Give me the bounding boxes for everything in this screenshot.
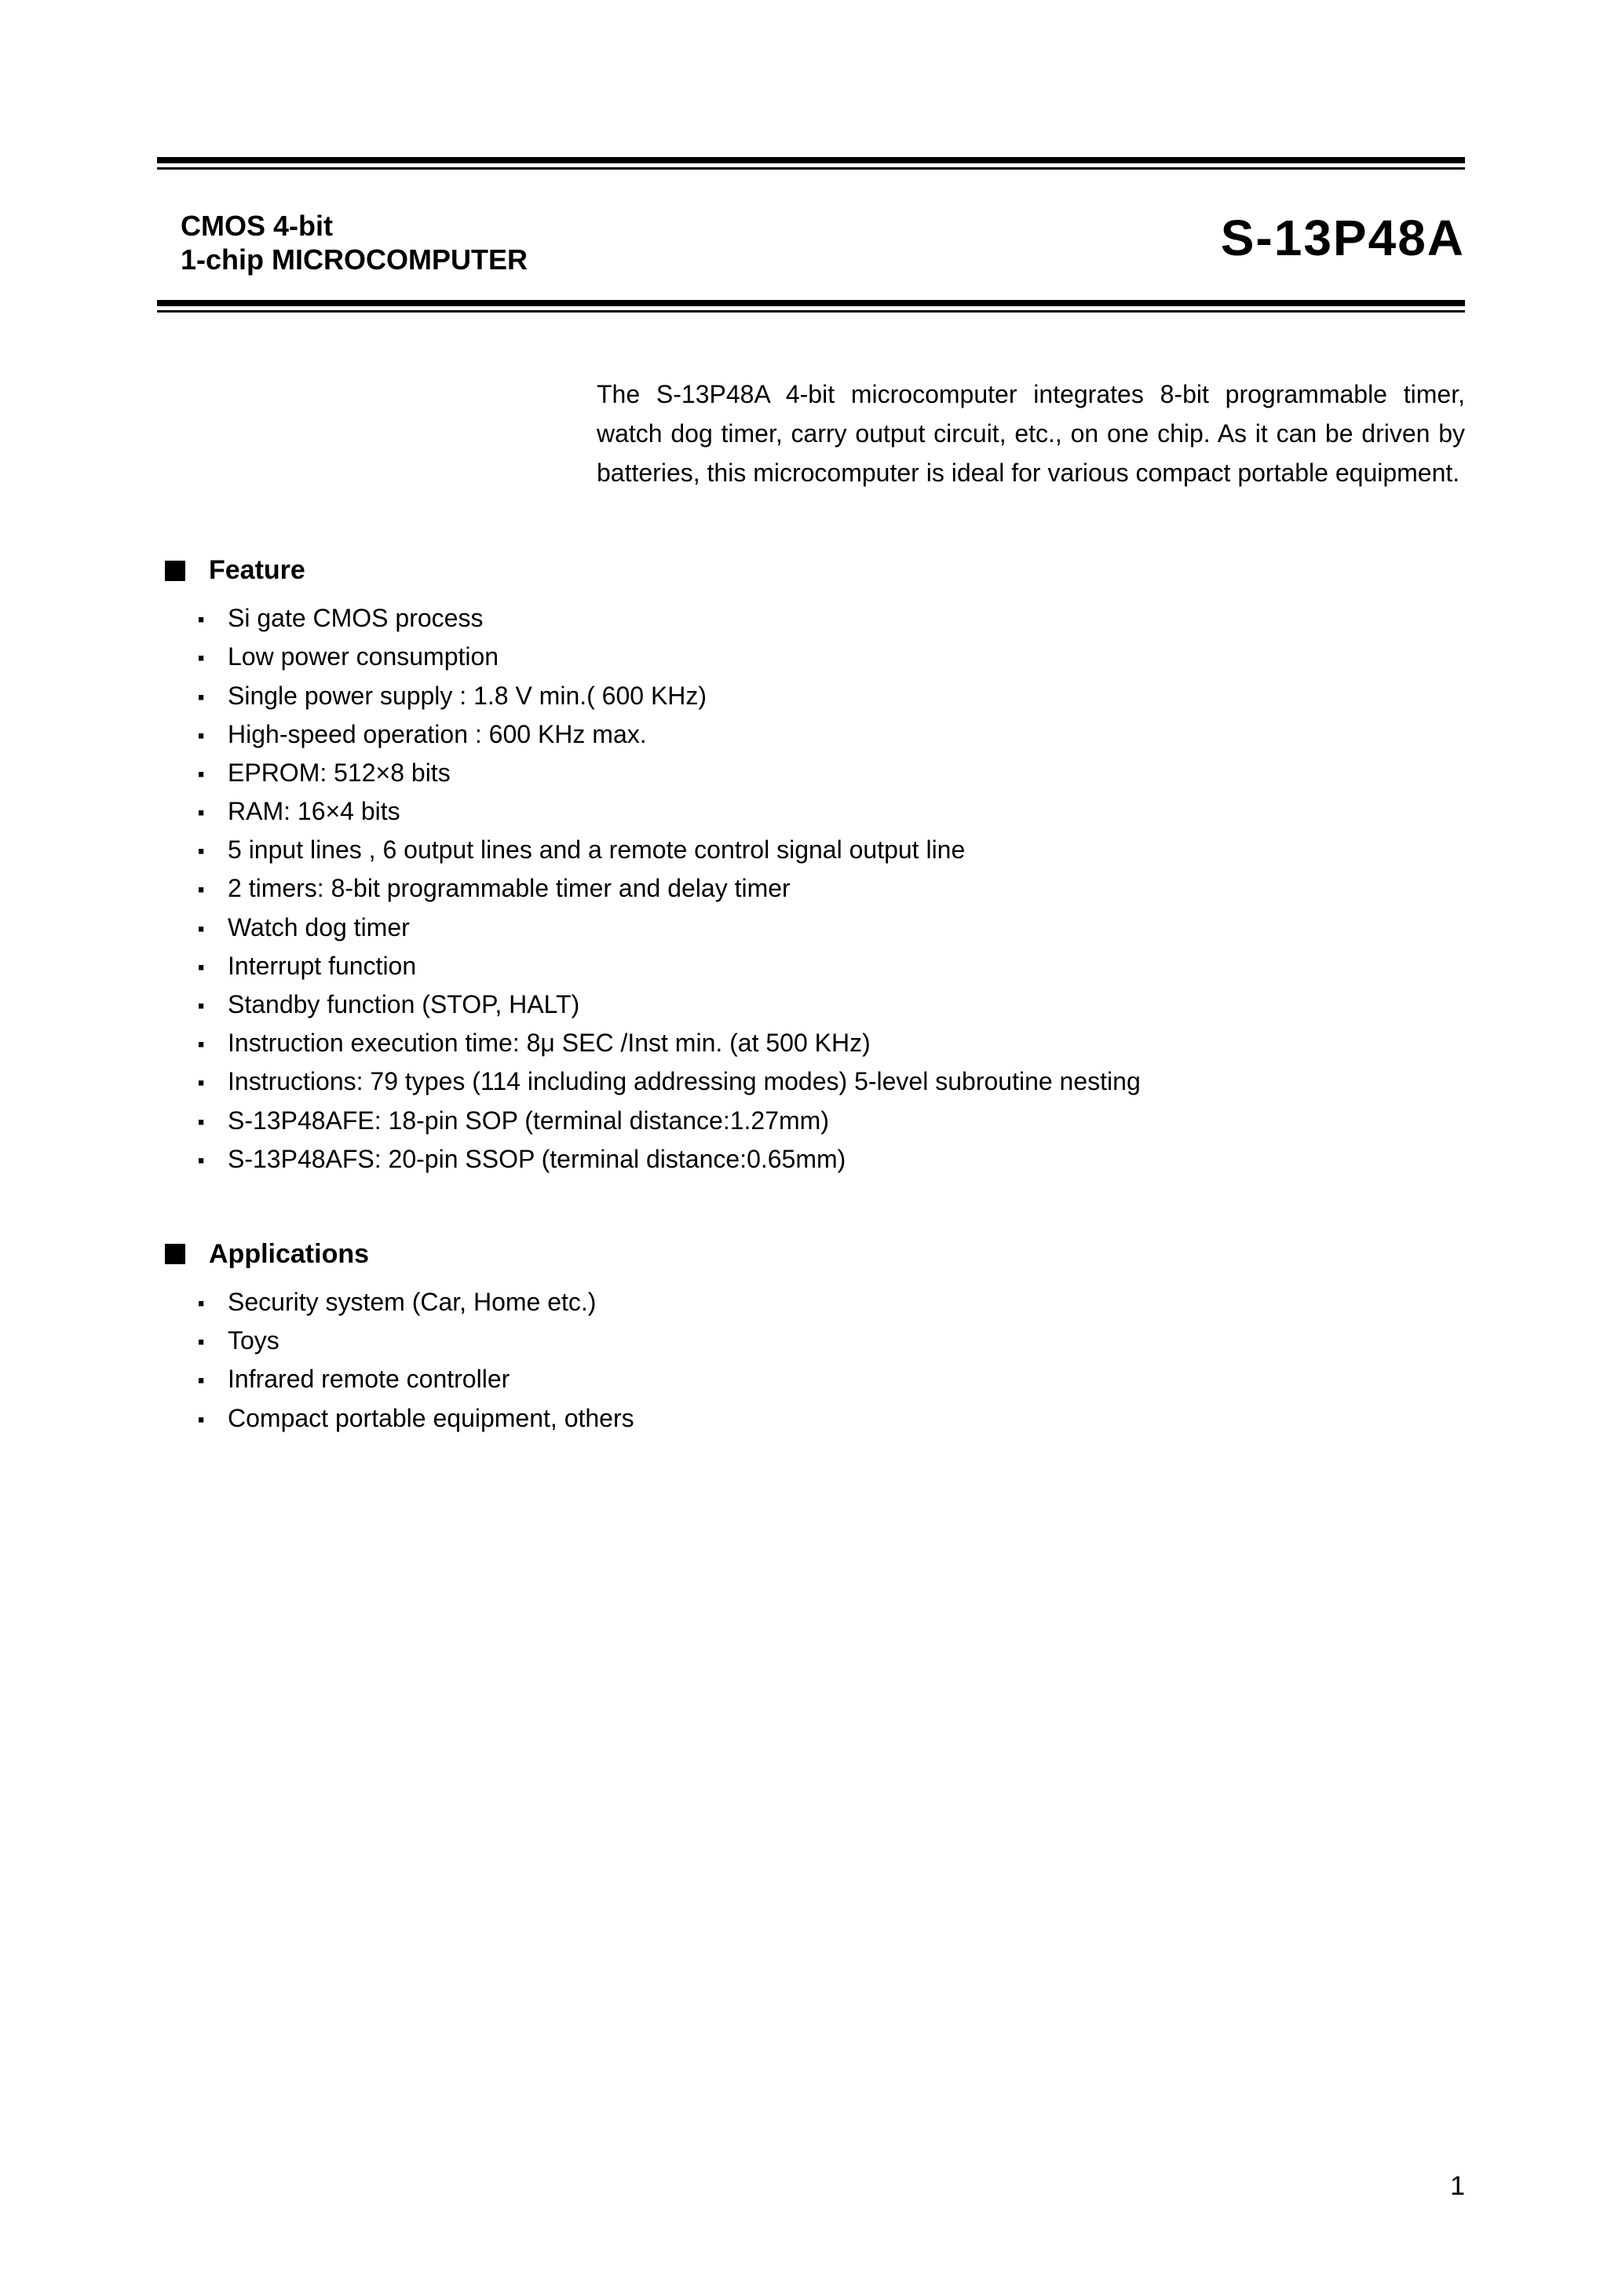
top-rule <box>157 157 1465 170</box>
list-item: Compact portable equipment, others <box>196 1402 1465 1435</box>
list-item: RAM: 16×4 bits <box>196 795 1465 828</box>
list-item: S-13P48AFE: 18-pin SOP (terminal distanc… <box>196 1104 1465 1138</box>
square-bullet-icon <box>165 561 185 581</box>
list-item: EPROM: 512×8 bits <box>196 756 1465 790</box>
header-left: CMOS 4-bit 1-chip MICROCOMPUTER <box>181 209 528 276</box>
square-bullet-icon <box>165 1244 185 1264</box>
list-item: 2 timers: 8-bit programmable timer and d… <box>196 872 1465 905</box>
list-item: Single power supply : 1.8 V min.( 600 KH… <box>196 679 1465 713</box>
list-item: 5 input lines , 6 output lines and a rem… <box>196 833 1465 867</box>
list-item: Si gate CMOS process <box>196 601 1465 635</box>
feature-title: Feature <box>209 555 305 586</box>
list-item: Standby function (STOP, HALT) <box>196 988 1465 1022</box>
list-item: Instruction execution time: 8μ SEC /Inst… <box>196 1026 1465 1060</box>
intro-paragraph: The S-13P48A 4-bit microcomputer integra… <box>597 375 1465 492</box>
list-item: S-13P48AFS: 20-pin SSOP (terminal distan… <box>196 1143 1465 1176</box>
mid-rule <box>157 300 1465 313</box>
header-line1: CMOS 4-bit <box>181 209 528 243</box>
applications-header: Applications <box>165 1239 1465 1270</box>
feature-header: Feature <box>165 555 1465 586</box>
list-item: Toys <box>196 1324 1465 1358</box>
applications-title: Applications <box>209 1239 369 1270</box>
header-row: CMOS 4-bit 1-chip MICROCOMPUTER S-13P48A <box>157 209 1465 276</box>
header-line2: 1-chip MICROCOMPUTER <box>181 243 528 276</box>
list-item: High-speed operation : 600 KHz max. <box>196 718 1465 751</box>
list-item: Watch dog timer <box>196 911 1465 945</box>
feature-list: Si gate CMOS process Low power consumpti… <box>196 601 1465 1176</box>
list-item: Interrupt function <box>196 949 1465 983</box>
page-number: 1 <box>1450 2171 1465 2202</box>
applications-list: Security system (Car, Home etc.) Toys In… <box>196 1285 1465 1435</box>
list-item: Infrared remote controller <box>196 1362 1465 1396</box>
list-item: Security system (Car, Home etc.) <box>196 1285 1465 1319</box>
list-item: Low power consumption <box>196 640 1465 674</box>
list-item: Instructions: 79 types (114 including ad… <box>196 1065 1465 1099</box>
part-number: S-13P48A <box>1221 209 1465 267</box>
